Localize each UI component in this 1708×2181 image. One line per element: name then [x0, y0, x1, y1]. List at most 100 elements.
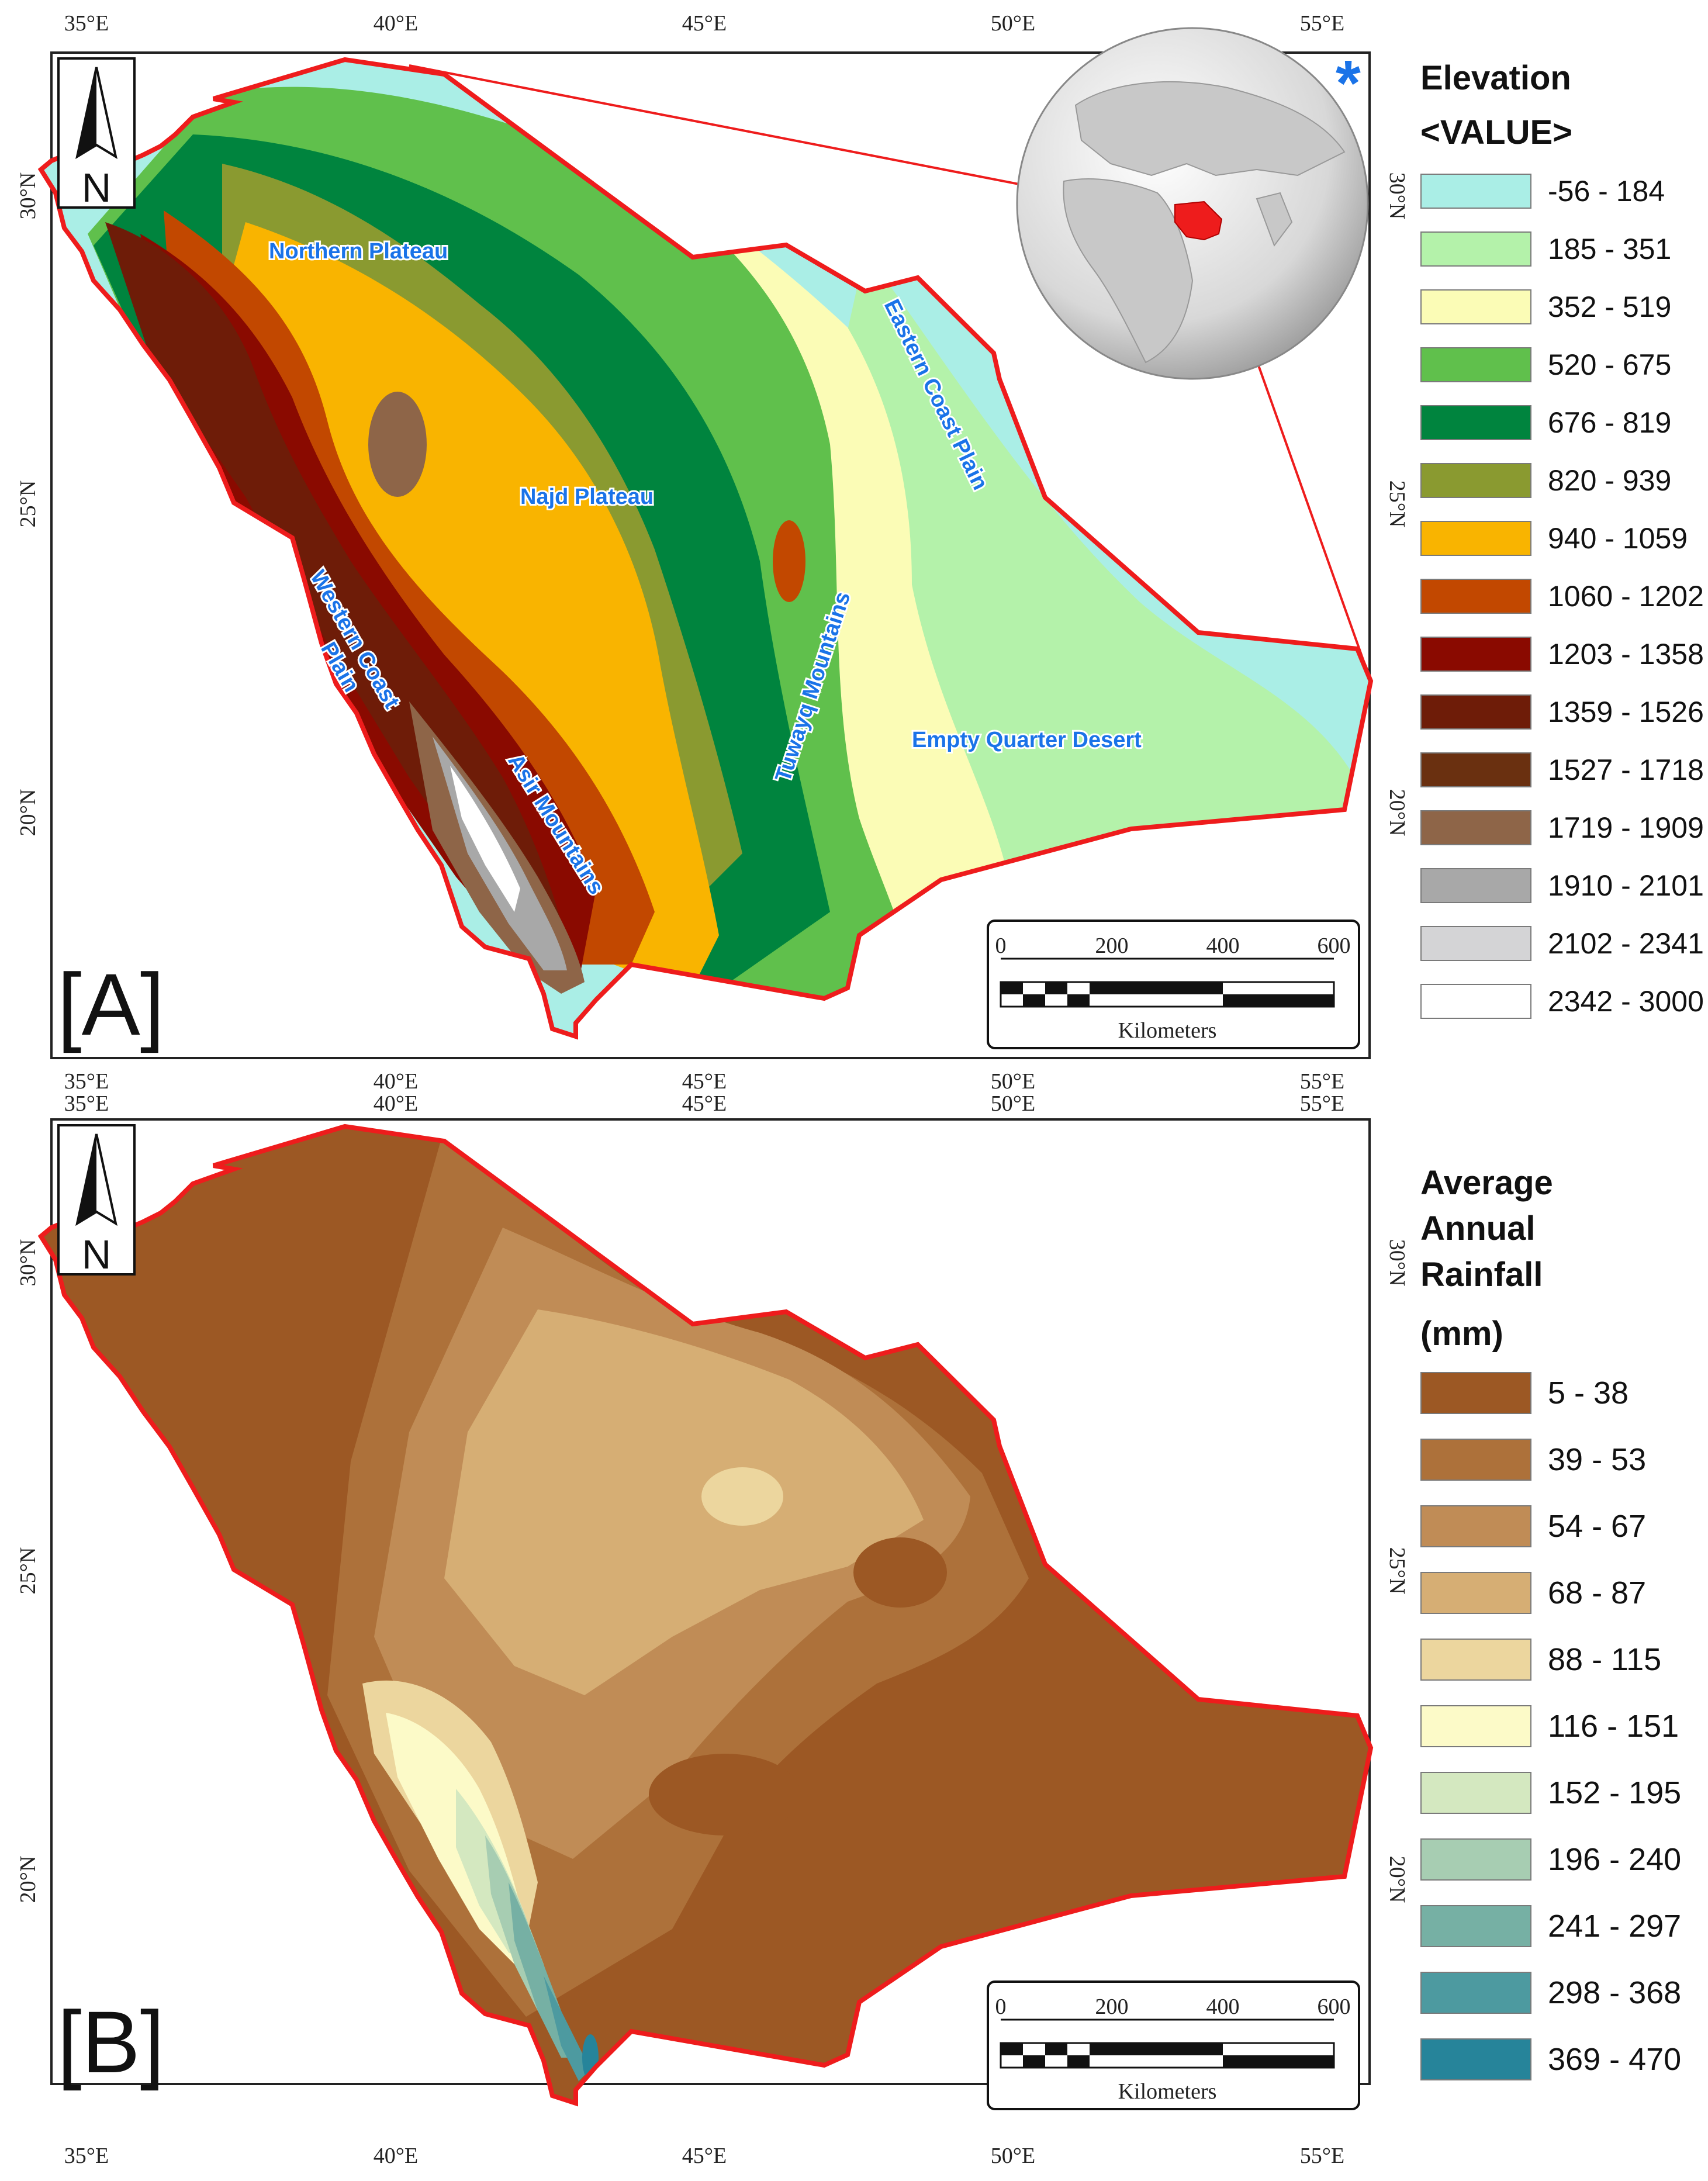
- legend-item: 520 - 675: [1420, 345, 1704, 384]
- legend-label: 185 - 351: [1548, 233, 1672, 266]
- legend-label: 1910 - 2101: [1548, 869, 1704, 903]
- legend-item: 1359 - 1526: [1420, 693, 1704, 731]
- north-letter: N: [82, 165, 112, 210]
- lat-label: 25°N: [1385, 481, 1409, 528]
- legend-rainfall-items: 5 - 38 39 - 53 54 - 67 68 - 87 88 - 115 116 -…: [1420, 1371, 1681, 2082]
- legend-label: 1359 - 1526: [1548, 696, 1704, 729]
- lon-label: 55°E: [1300, 11, 1344, 36]
- legend-item: 1910 - 2101: [1420, 866, 1704, 905]
- lat-label: 25°N: [1385, 1547, 1409, 1595]
- lat-label: 20°N: [16, 789, 40, 837]
- lat-label: 30°N: [1385, 172, 1409, 220]
- lat-label: 20°N: [1385, 789, 1409, 837]
- legend-item: 2342 - 3000: [1420, 982, 1704, 1021]
- legend-swatch: [1420, 463, 1531, 499]
- legend-swatch: [1420, 1371, 1531, 1414]
- legend-item: 820 - 939: [1420, 461, 1704, 500]
- legend-swatch: [1420, 1771, 1531, 1814]
- label-najd-plateau: Najd Plateau: [520, 485, 654, 509]
- scale-tick-600: 600: [1318, 1995, 1351, 2019]
- scale-unit: Kilometers: [1118, 2079, 1217, 2104]
- lon-label: 45°E: [682, 1069, 727, 1094]
- legend-item: 1719 - 1909: [1420, 808, 1704, 847]
- legend-swatch: [1420, 1438, 1531, 1481]
- legend-elevation-title: Elevation: [1420, 59, 1571, 97]
- legend-item: 5 - 38: [1420, 1371, 1681, 1415]
- lat-label: 20°N: [1385, 1856, 1409, 1903]
- elev-tuwayq-ridge: [773, 520, 805, 602]
- lat-label: 30°N: [16, 172, 40, 220]
- elev-peak-hejaz: [368, 392, 427, 497]
- lon-label: 50°E: [991, 1069, 1035, 1094]
- lon-label: 40°E: [374, 11, 418, 36]
- legend-swatch: [1420, 984, 1531, 1019]
- legend-item: 676 - 819: [1420, 403, 1704, 442]
- lon-label: 40°E: [374, 2144, 418, 2168]
- legend-item: 185 - 351: [1420, 230, 1704, 268]
- legend-swatch: [1420, 868, 1531, 904]
- lon-label: 50°E: [991, 2144, 1035, 2168]
- rain-band-298: [544, 1976, 590, 2081]
- legend-item: 152 - 195: [1420, 1771, 1681, 1815]
- legend-swatch: [1420, 2038, 1531, 2080]
- scale-tick-0: 0: [995, 934, 1007, 958]
- lon-label: 50°E: [991, 1091, 1035, 1116]
- legend-label: 1060 - 1202: [1548, 580, 1704, 613]
- north-arrow-b: N: [57, 1124, 136, 1277]
- legend-swatch: [1420, 231, 1531, 267]
- legend-swatch: [1420, 347, 1531, 383]
- legend-swatch: [1420, 289, 1531, 325]
- legend-elevation-subtitle: <VALUE>: [1420, 113, 1573, 152]
- legend-label: 820 - 939: [1548, 464, 1672, 497]
- lat-label: 30°N: [16, 1239, 40, 1287]
- lon-label: 40°E: [374, 1091, 418, 1116]
- legend-label: 352 - 519: [1548, 291, 1672, 324]
- legend-label: 2342 - 3000: [1548, 985, 1704, 1018]
- scale-tick-0: 0: [995, 1995, 1007, 2019]
- legend-label: 196 - 240: [1548, 1841, 1682, 1877]
- legend-label: -56 - 184: [1548, 175, 1665, 208]
- north-arrow-a: N: [57, 57, 136, 210]
- legend-item: 88 - 115: [1420, 1637, 1681, 1682]
- legend-label: 88 - 115: [1548, 1641, 1662, 1677]
- legend-rainfall: Average Annual Rainfall (mm) 5 - 38 39 - …: [1420, 1160, 1681, 2104]
- scale-tick-400: 400: [1206, 1995, 1240, 2019]
- label-empty-quarter: Empty Quarter Desert: [912, 728, 1142, 752]
- legend-item: 1203 - 1358: [1420, 635, 1704, 673]
- legend-rainfall-title-2: Annual: [1420, 1209, 1536, 1248]
- rain-blob-east: [853, 1537, 947, 1608]
- scale-tick-200: 200: [1095, 934, 1129, 958]
- legend-swatch: [1420, 579, 1531, 614]
- lat-label: 30°N: [1385, 1239, 1409, 1287]
- legend-label: 369 - 470: [1548, 2041, 1682, 2077]
- legend-item: 298 - 368: [1420, 1971, 1681, 2015]
- legend-item: 39 - 53: [1420, 1437, 1681, 1482]
- legend-swatch: [1420, 926, 1531, 962]
- legend-swatch: [1420, 637, 1531, 672]
- legend-swatch: [1420, 405, 1531, 441]
- legend-label: 5 - 38: [1548, 1375, 1629, 1411]
- legend-label: 940 - 1059: [1548, 522, 1688, 555]
- lon-label: 35°E: [64, 1069, 109, 1094]
- lat-label: 25°N: [16, 1547, 40, 1595]
- legend-label: 241 - 297: [1548, 1908, 1682, 1944]
- legend-item: 1060 - 1202: [1420, 577, 1704, 616]
- legend-swatch: [1420, 174, 1531, 209]
- lon-label: 45°E: [682, 1091, 727, 1116]
- axis-labels-b: 35°E 40°E 45°E 50°E 55°E 35°E 40°E 45°E …: [16, 1091, 1409, 2168]
- legend-rainfall-title-1: Average: [1420, 1164, 1553, 1202]
- label-northern-plateau: Northern Plateau: [269, 239, 448, 264]
- legend-item: 116 - 151: [1420, 1704, 1681, 1748]
- lon-label: 35°E: [64, 11, 109, 36]
- lon-label: 55°E: [1300, 1069, 1344, 1094]
- legend-item: 241 - 297: [1420, 1904, 1681, 1948]
- globe-africa: [1063, 178, 1194, 364]
- lon-label: 55°E: [1300, 2144, 1344, 2168]
- legend-item: 54 - 67: [1420, 1504, 1681, 1549]
- legend-item: 196 - 240: [1420, 1837, 1681, 1882]
- legend-label: 1719 - 1909: [1548, 811, 1704, 845]
- legend-label: 1203 - 1358: [1548, 638, 1704, 671]
- rain-blob-south: [649, 1754, 801, 1836]
- lon-label: 45°E: [682, 11, 727, 36]
- legend-swatch: [1420, 1838, 1531, 1881]
